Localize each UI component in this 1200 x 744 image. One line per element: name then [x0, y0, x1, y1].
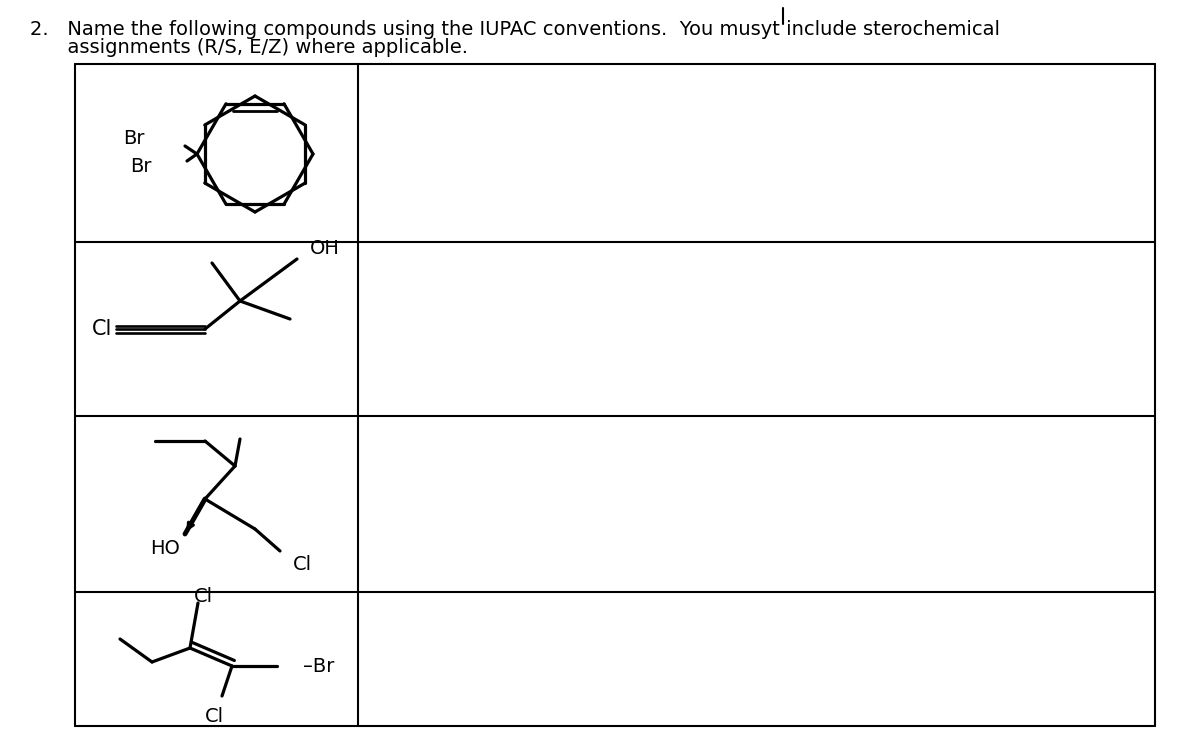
Text: assignments (R/S, E/Z) where applicable.: assignments (R/S, E/Z) where applicable. [30, 38, 468, 57]
Text: Br: Br [131, 156, 152, 176]
Text: Cl: Cl [193, 586, 212, 606]
Text: 2.   Name the following compounds using the IUPAC conventions.  You musyt includ: 2. Name the following compounds using th… [30, 20, 1000, 39]
Text: Cl: Cl [92, 319, 113, 339]
Text: Cl: Cl [204, 707, 223, 725]
Text: –Br: –Br [302, 656, 335, 676]
Text: Cl: Cl [293, 554, 312, 574]
Text: HO: HO [150, 539, 180, 557]
Text: OH: OH [310, 239, 340, 257]
Text: Br: Br [124, 129, 145, 149]
